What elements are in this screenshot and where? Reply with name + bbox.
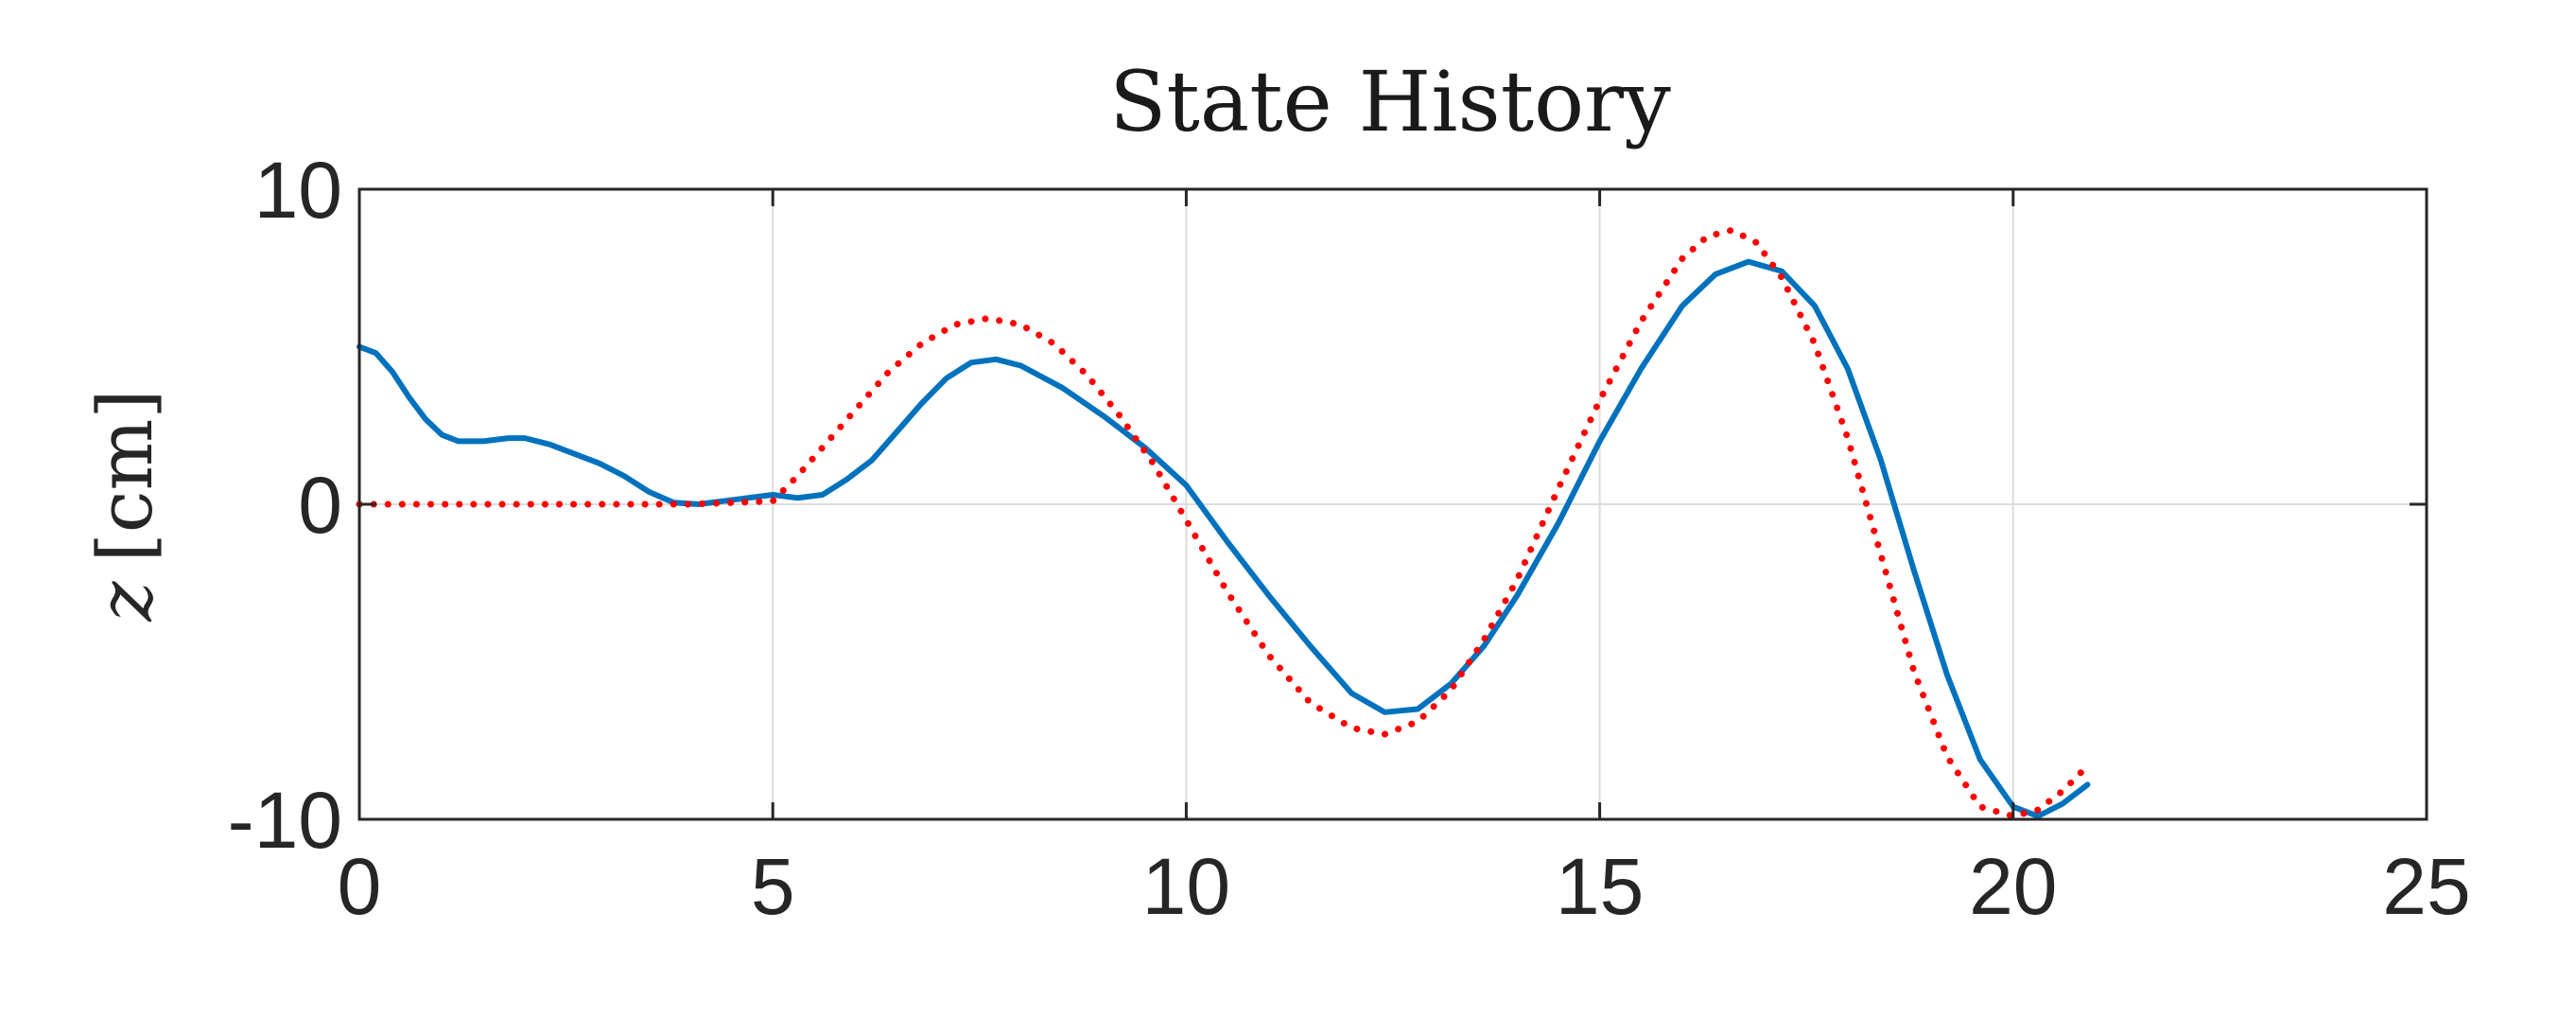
x-tick-label: 0 [338, 842, 382, 931]
x-tick-label: 15 [1556, 842, 1644, 931]
reference-line-dotted [356, 226, 2091, 820]
grid-lines [359, 189, 2427, 819]
y-axis-variable: z [81, 581, 169, 623]
chart-title: State History [1109, 53, 1671, 150]
measured-line-solid [357, 258, 2091, 819]
x-ticks: 0 5 10 15 20 25 [338, 189, 2471, 931]
x-tick-label: 5 [751, 842, 795, 931]
y-axis-label: z [cm] [81, 389, 169, 622]
y-tick-label: 0 [298, 461, 342, 550]
x-tick-label: 25 [2382, 842, 2470, 931]
series-layer [356, 226, 2091, 820]
x-tick-label: 20 [1969, 842, 2057, 931]
y-ticks: -10 0 10 [228, 146, 2427, 865]
y-tick-label: -10 [228, 776, 342, 865]
x-tick-label: 10 [1142, 842, 1230, 931]
y-axis-unit: [cm] [81, 389, 169, 562]
y-tick-label: 10 [254, 146, 342, 235]
